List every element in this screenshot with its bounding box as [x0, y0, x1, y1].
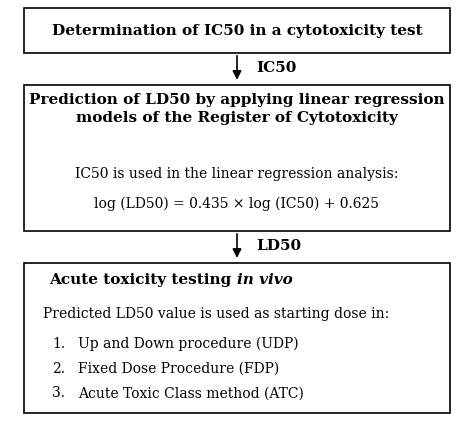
Text: 2.: 2.: [52, 362, 65, 376]
Bar: [24, 8, 450, 53]
Text: IC50 is used in the linear regression analysis:: IC50 is used in the linear regression an…: [75, 167, 399, 181]
Text: 3.: 3.: [52, 386, 65, 400]
Text: Predicted LD50 value is used as starting dose in:: Predicted LD50 value is used as starting…: [43, 307, 389, 321]
Text: 1.: 1.: [52, 337, 65, 351]
Text: log (LD50) = 0.435 × log (IC50) + 0.625: log (LD50) = 0.435 × log (IC50) + 0.625: [94, 196, 380, 211]
Text: Fixed Dose Procedure (FDP): Fixed Dose Procedure (FDP): [78, 362, 280, 376]
Text: Up and Down procedure (UDP): Up and Down procedure (UDP): [78, 337, 299, 351]
Text: in vivo: in vivo: [237, 273, 293, 287]
Text: LD50: LD50: [256, 239, 301, 253]
Text: IC50: IC50: [256, 61, 296, 75]
Text: Determination of IC50 in a cytotoxicity test: Determination of IC50 in a cytotoxicity …: [52, 24, 422, 38]
Text: Acute toxicity testing: Acute toxicity testing: [49, 273, 237, 287]
Text: Prediction of LD50 by applying linear regression
models of the Register of Cytot: Prediction of LD50 by applying linear re…: [29, 93, 445, 125]
Bar: [24, 263, 450, 413]
Bar: [24, 85, 450, 231]
Text: Acute Toxic Class method (ATC): Acute Toxic Class method (ATC): [78, 386, 304, 400]
